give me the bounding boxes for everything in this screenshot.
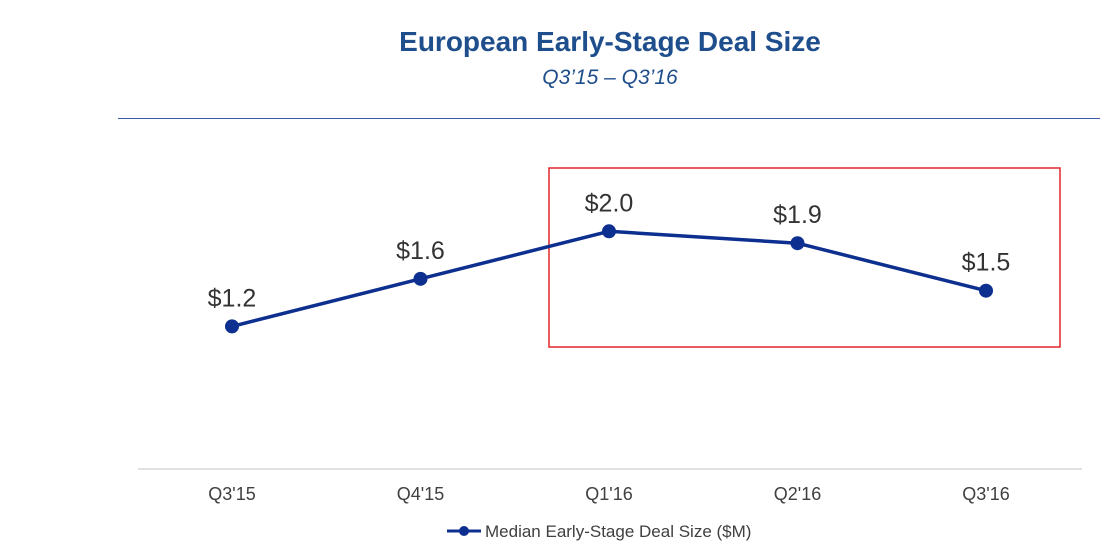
legend-label: Median Early-Stage Deal Size ($M) [485,522,751,541]
highlight-box [548,167,1061,348]
x-tick-label: Q3'15 [208,484,255,504]
legend-marker-icon [459,526,469,536]
data-label: $2.0 [585,189,634,217]
x-tick-label: Q4'15 [397,484,444,504]
data-label: $1.9 [773,201,822,229]
data-label: $1.5 [962,249,1011,277]
data-label: $1.2 [208,284,257,312]
series-line [231,229,987,329]
data-point [979,283,993,298]
data-point [790,236,805,251]
x-tick-label: Q2'16 [774,484,821,504]
x-tick-label: Q1'16 [585,484,632,504]
chart-title: European Early-Stage Deal Size [399,26,821,57]
data-point [225,319,239,334]
title-divider [118,118,1100,119]
x-tick-label: Q3'16 [962,484,1009,504]
data-point [413,271,428,286]
legend: Median Early-Stage Deal Size ($M) [447,522,751,541]
chart-subtitle: Q3’15 – Q3’16 [542,66,678,89]
data-label: $1.6 [396,237,445,265]
data-point [602,224,616,239]
